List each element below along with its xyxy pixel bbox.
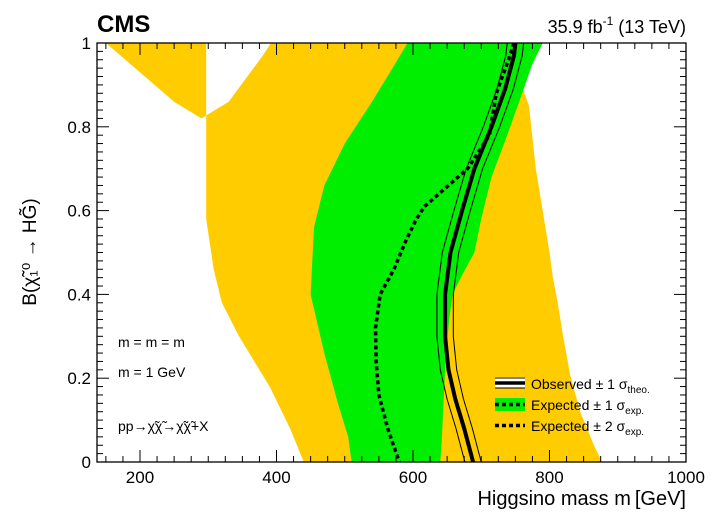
observed-line [443, 42, 518, 463]
x-tick-label: 200 [126, 468, 154, 487]
gravitino-mass-label: m = 1 GeV [118, 364, 186, 380]
y-axis-ticks: 0 0.2 0.4 0.6 0.8 1 [67, 34, 686, 472]
legend: Observed ± 1 σtheo. Expected ± 1 σexp. E… [495, 376, 650, 438]
x-tick-label: 800 [535, 468, 563, 487]
legend-entry-observed: Observed ± 1 σtheo. [531, 376, 650, 396]
y-tick-label: 0.8 [67, 118, 91, 137]
legend-entry-expected-1sigma: Expected ± 1 σexp. [531, 397, 644, 417]
lumi-value: 35.9 fb [548, 17, 603, 37]
legend-entry-expected-1sigma-label: Expected ± 1 σ [531, 397, 626, 413]
x-axis-ticks: 200 400 600 800 1000 [105, 43, 705, 487]
lumi-exponent: -1 [603, 14, 614, 28]
y-tick-label: 1 [82, 34, 91, 53]
process-label: pp→χ̃χ̃→χ̃χ̃+X [118, 418, 209, 434]
x-axis-label-unit: [GeV] [635, 488, 686, 510]
y-tick-label: 0 [82, 453, 91, 472]
legend-entry-observed-sub: theo. [627, 385, 649, 396]
x-tick-label: 400 [262, 468, 290, 487]
legend-entry-observed-label: Observed ± 1 σ [531, 376, 628, 392]
cms-label: CMS [97, 11, 150, 38]
y-tick-label: 0.4 [67, 285, 91, 304]
lines-layer [373, 42, 525, 463]
y-tick-label: 0.2 [67, 369, 91, 388]
y-tick-label: 0.6 [67, 202, 91, 221]
legend-entry-expected-2sigma-label: Expected ± 2 σ [531, 418, 626, 434]
bands-layer [105, 43, 603, 462]
legend-entry-expected-1sigma-sub: exp. [625, 406, 644, 417]
mass-relation-label: m = m = m [118, 334, 185, 350]
x-axis-label: Higgsino mass m [GeV] [477, 488, 686, 510]
legend-entry-expected-2sigma-sub: exp. [625, 427, 644, 438]
x-tick-label: 1000 [667, 468, 705, 487]
x-axis-label-main: Higgsino mass m [477, 488, 630, 510]
expected-line [373, 42, 516, 463]
energy-label: (13 TeV) [613, 17, 686, 37]
x-tick-label: 600 [399, 468, 427, 487]
lumi-label: 35.9 fb-1 (13 TeV) [548, 14, 686, 37]
legend-entry-expected-2sigma: Expected ± 2 σexp. [531, 418, 644, 438]
y-axis-label: B(χ̃₁⁰ → HG̃) [19, 198, 41, 305]
observed-plus-1sigma-line [452, 42, 525, 463]
